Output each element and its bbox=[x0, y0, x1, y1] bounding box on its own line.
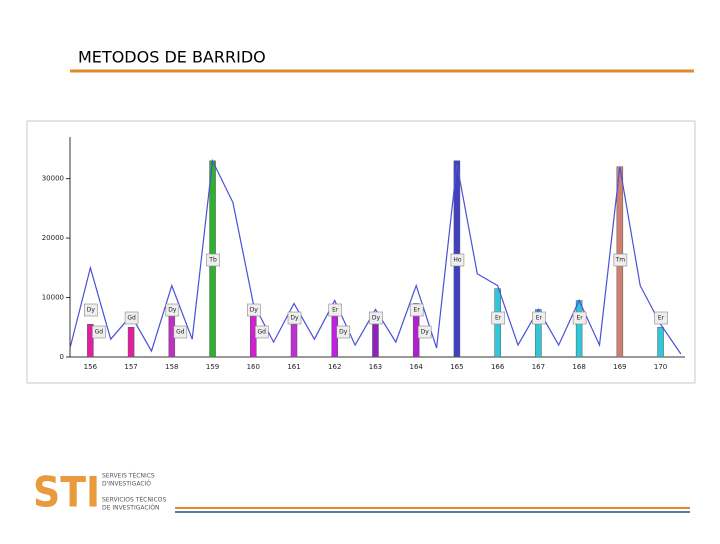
bar bbox=[657, 327, 664, 358]
y-tick-label: 10000 bbox=[42, 294, 64, 302]
peak-label: Dy bbox=[87, 307, 96, 314]
peak-label: Dy bbox=[250, 307, 259, 314]
peak-label-box bbox=[417, 325, 432, 339]
logo-text: D'INVESTIGACIÓ bbox=[102, 481, 151, 488]
peak-label-box bbox=[287, 311, 302, 325]
y-tick-label: 0 bbox=[60, 353, 64, 361]
peak-label-box bbox=[84, 303, 98, 317]
x-tick-label: 161 bbox=[287, 363, 300, 371]
logo-text: SERVICIOS TÉCNICOS bbox=[102, 496, 167, 504]
peak-label-box bbox=[369, 311, 383, 325]
peak-label: Ho bbox=[453, 257, 462, 264]
logo: STI SERVEIS TÈCNICS D'INVESTIGACIÓ SERVI… bbox=[33, 468, 167, 517]
y-tick-label: 30000 bbox=[42, 175, 64, 183]
bar bbox=[575, 300, 583, 358]
chart-frame bbox=[26, 120, 696, 384]
peak-label: Er bbox=[332, 307, 339, 314]
x-tick-label: 169 bbox=[613, 363, 626, 371]
peak-label-box bbox=[328, 303, 343, 317]
slide-title: METODOS DE BARRIDO bbox=[78, 48, 266, 67]
peak-label-box bbox=[450, 253, 465, 267]
peak-label-box bbox=[124, 311, 139, 325]
peak-label-box bbox=[336, 325, 351, 339]
peak-label-box bbox=[254, 325, 269, 339]
x-tick-label: 164 bbox=[410, 363, 424, 371]
bar bbox=[87, 324, 94, 358]
x-tick-label: 160 bbox=[247, 363, 260, 371]
peak-label-box bbox=[532, 311, 546, 325]
y-tick-label: 20000 bbox=[42, 234, 64, 242]
logo-text: DE INVESTIGACIÓN bbox=[102, 505, 160, 512]
x-tick-label: 158 bbox=[165, 363, 178, 371]
x-tick-label: 156 bbox=[84, 363, 98, 371]
x-tick-label: 165 bbox=[450, 363, 463, 371]
peak-label: Er bbox=[576, 315, 583, 322]
x-tick-label: 162 bbox=[328, 363, 341, 371]
peak-label: Er bbox=[658, 315, 665, 322]
x-tick-label: 170 bbox=[654, 363, 667, 371]
peak-label-box bbox=[491, 311, 505, 325]
peak-label: Gd bbox=[258, 329, 267, 336]
peak-label-box bbox=[409, 303, 424, 317]
logo-text: SERVEIS TÈCNICS bbox=[102, 472, 155, 480]
peak-label-box bbox=[206, 253, 220, 267]
x-tick-label: 167 bbox=[532, 363, 545, 371]
peak-label: Tm bbox=[615, 257, 626, 264]
x-tick-label: 166 bbox=[491, 363, 505, 371]
peak-label: Dy bbox=[339, 329, 348, 336]
peak-label: Dy bbox=[421, 329, 430, 336]
peak-label-box bbox=[173, 325, 188, 339]
x-tick-label: 168 bbox=[572, 363, 585, 371]
peak-label: Gd bbox=[95, 329, 104, 336]
peak-label: Dy bbox=[290, 315, 299, 322]
peak-label: Dy bbox=[168, 307, 177, 314]
peak-label-box bbox=[92, 325, 106, 339]
peak-label-box bbox=[572, 311, 587, 325]
x-tick-label: 159 bbox=[206, 363, 219, 371]
peak-label: Er bbox=[414, 307, 421, 314]
logo-mark: STI bbox=[33, 468, 100, 517]
peak-label: Gd bbox=[176, 329, 185, 336]
peak-label-box bbox=[654, 311, 668, 325]
peak-label: Tb bbox=[208, 257, 217, 264]
x-tick-label: 163 bbox=[369, 363, 382, 371]
bar bbox=[127, 327, 135, 358]
profile-line bbox=[69, 158, 682, 355]
peak-label: Er bbox=[536, 315, 543, 322]
peak-label: Er bbox=[495, 315, 502, 322]
peak-label: Dy bbox=[372, 315, 381, 322]
x-tick-label: 157 bbox=[124, 363, 137, 371]
bar bbox=[290, 324, 298, 358]
peak-label-box bbox=[246, 303, 261, 317]
peak-label-box bbox=[165, 303, 180, 317]
peak-label-box bbox=[613, 253, 628, 267]
peak-label: Gd bbox=[127, 315, 136, 322]
